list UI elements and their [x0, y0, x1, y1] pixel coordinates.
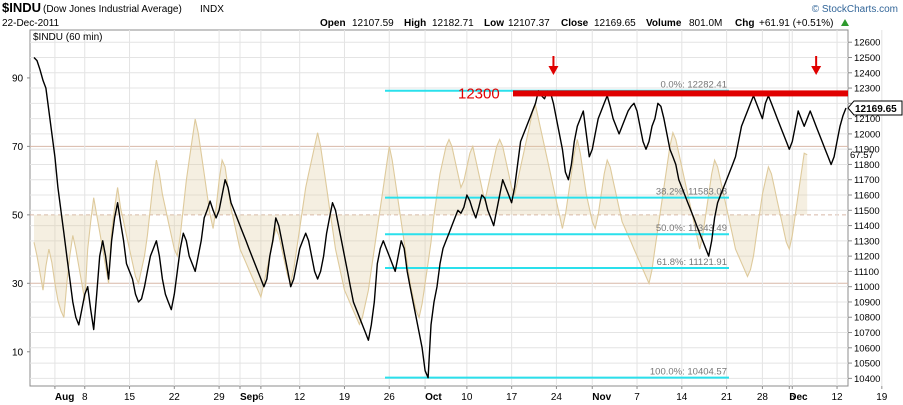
- price-layer: [33, 57, 847, 379]
- price-tick-label: 10400: [854, 374, 880, 385]
- close-label: Close: [561, 18, 589, 29]
- indicator-tick-label: 50: [12, 210, 24, 221]
- price-tick-label: 12600: [854, 38, 880, 49]
- down-arrow-icon: [811, 66, 822, 75]
- price-tick-label: 12000: [854, 129, 880, 140]
- down-arrow-icon: [548, 66, 559, 75]
- time-tick-label: 10: [461, 392, 473, 403]
- price-tick-label: 10900: [854, 297, 880, 308]
- plot-area: [29, 29, 849, 387]
- time-tick-label: Aug: [55, 392, 74, 403]
- time-tick-label: 24: [551, 392, 563, 403]
- indicator-last-label: 67.57: [850, 150, 874, 161]
- price-tick-label: 11400: [854, 221, 880, 232]
- time-tick-label: 22: [169, 392, 181, 403]
- open-value: 12107.59: [352, 18, 394, 29]
- price-tick-label: 10600: [854, 343, 880, 354]
- time-tick-label: 28: [757, 392, 769, 403]
- indicator-layer: 67.57: [33, 103, 874, 326]
- price-tick-label: 11100: [854, 267, 879, 278]
- high-value: 12182.71: [432, 18, 474, 29]
- price-tick-label: 10800: [854, 313, 880, 324]
- indicator-tick-label: 30: [12, 279, 24, 290]
- price-tick-label: 11000: [854, 282, 880, 293]
- time-tick-label: 26: [384, 392, 396, 403]
- time-tick-label: 14: [676, 392, 688, 403]
- time-tick-label: 17: [506, 392, 518, 403]
- resistance-layer: 12300: [458, 56, 848, 102]
- price-tick-label: 11600: [854, 191, 880, 202]
- time-tick-label: 19: [876, 392, 888, 403]
- time-tick-label: 12: [831, 392, 843, 403]
- price-tick-label: 11300: [854, 236, 880, 247]
- ticker-name: (Dow Jones Industrial Average): [43, 4, 182, 15]
- fibonacci-level-label: 50.0%: 11343.49: [656, 223, 727, 234]
- time-tick-label: 12: [294, 392, 306, 403]
- time-tick-label: 15: [124, 392, 136, 403]
- chg-value: +61.91 (+0.51%): [759, 18, 834, 29]
- volume-value: 801.0M: [689, 18, 722, 29]
- indicator-tick-label: 70: [12, 142, 24, 153]
- fibonacci-level-label: 61.8%: 11121.91: [657, 257, 727, 268]
- open-label: Open: [320, 18, 346, 29]
- time-tick-label: 21: [721, 392, 733, 403]
- price-tick-label: 12300: [854, 84, 880, 95]
- price-tick-label: 11200: [854, 252, 880, 263]
- time-tick-label: 7: [634, 392, 640, 403]
- price-tick-label: 12100: [854, 114, 880, 125]
- fibonacci-level-label: 100.0%: 10404.57: [650, 367, 727, 378]
- price-tick-label: 10500: [854, 359, 880, 370]
- resistance-label: 12300: [458, 85, 500, 102]
- volume-label: Volume: [646, 18, 682, 29]
- axes-layer: 10400 10500 10600 10700 10800 10900 11000 11100…: [12, 38, 903, 403]
- time-tick-label: 5: [789, 392, 795, 403]
- panel-label: $INDU (60 min): [33, 32, 102, 43]
- price-tick-label: 11800: [854, 160, 880, 171]
- indicator-tick-label: 10: [12, 347, 24, 358]
- time-tick-label: Nov: [592, 392, 611, 403]
- time-tick-label: Oct: [425, 392, 442, 403]
- price-tick-label: 11700: [854, 175, 880, 186]
- indicator-area: [34, 105, 808, 325]
- price-tick-label: 11900: [854, 145, 880, 156]
- time-tick-label: 8: [82, 392, 88, 403]
- time-tick-label: Sep: [240, 392, 258, 403]
- time-tick-label: 6: [258, 392, 264, 403]
- last-price-tag: [847, 100, 903, 116]
- ticker-exchange: INDX: [200, 4, 224, 15]
- fibonacci-level-label: 38.2%: 11583.08: [656, 187, 727, 198]
- high-label: High: [404, 18, 426, 29]
- indicator-tick-label: 90: [12, 73, 24, 84]
- time-tick-label: 19: [339, 392, 351, 403]
- price-tick-label: 10700: [854, 328, 880, 339]
- up-triangle-icon: [841, 19, 849, 26]
- price-tick-label: 12400: [854, 68, 880, 79]
- brand-logo: © StockCharts.com: [812, 4, 898, 15]
- chg-label: Chg: [735, 18, 754, 29]
- price-line: [33, 57, 847, 379]
- close-value: 12169.65: [594, 18, 636, 29]
- ticker-symbol: $INDU: [2, 0, 41, 15]
- last-price-label: 12169.65: [855, 104, 897, 115]
- fibonacci-level-label: 0.0%: 12282.41: [660, 80, 727, 91]
- price-tick-label: 12500: [854, 53, 880, 64]
- resistance-band: [513, 90, 848, 97]
- price-tick-label: 11500: [854, 206, 880, 217]
- low-value: 12107.37: [508, 18, 550, 29]
- indicator-line: [33, 103, 808, 326]
- low-label: Low: [484, 18, 504, 29]
- chart-date: 22-Dec-2011: [2, 18, 60, 29]
- time-tick-label: 29: [214, 392, 226, 403]
- time-tick-label: Dec: [789, 392, 808, 403]
